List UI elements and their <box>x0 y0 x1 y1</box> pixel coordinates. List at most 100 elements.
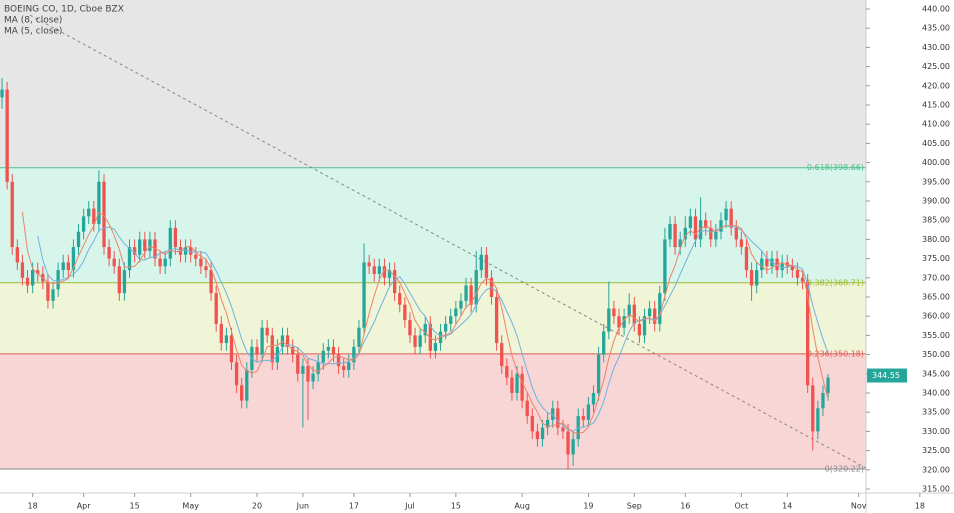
candle-body <box>561 427 565 432</box>
candle-body <box>423 323 427 336</box>
candle-body <box>515 373 519 394</box>
fib-level-label: 0.618(398.66) <box>807 163 864 172</box>
candle-body <box>449 316 453 324</box>
candle-body <box>459 300 463 309</box>
candle-body <box>143 239 147 251</box>
candle-body <box>66 262 70 271</box>
candle-body <box>342 366 346 370</box>
legend-entry: MA (5, close) <box>4 27 62 37</box>
candle-body <box>352 346 356 363</box>
y-tick-label: 365.00 <box>922 292 950 301</box>
candle-body <box>326 346 331 351</box>
candle-body <box>571 439 575 455</box>
candle-body <box>158 258 162 267</box>
candle-body <box>494 296 499 344</box>
candle-body <box>61 262 65 271</box>
candle-body <box>112 258 116 267</box>
candle-body <box>520 373 524 401</box>
y-tick-label: 340.00 <box>922 389 950 398</box>
y-tick-label: 315.00 <box>922 485 950 494</box>
candle-body <box>500 343 504 367</box>
candle-body <box>194 254 198 259</box>
y-tick-label: 335.00 <box>922 408 950 417</box>
y-tick-label: 385.00 <box>922 216 950 225</box>
candle-body <box>479 254 483 271</box>
candle-body <box>92 208 96 225</box>
candle-body <box>724 208 728 221</box>
candle-body <box>525 400 529 417</box>
candle-body <box>811 385 815 432</box>
candle-body <box>347 362 351 370</box>
candle-body <box>469 285 473 305</box>
candle-body <box>800 277 805 282</box>
candle-body <box>107 247 111 259</box>
candle-body <box>637 323 642 336</box>
candle-body <box>117 266 121 294</box>
candle-body <box>739 239 744 248</box>
y-tick-label: 410.00 <box>922 120 950 129</box>
candle-body <box>418 335 422 347</box>
chart-title: BOEING CO, 1D, Cboe BZX <box>4 5 124 15</box>
candle-body <box>377 266 382 274</box>
candle-body <box>168 227 172 259</box>
candle-body <box>76 231 81 248</box>
trend-line <box>29 14 866 469</box>
candle-body <box>275 346 280 363</box>
y-tick-label: 375.00 <box>922 254 950 263</box>
y-tick-label: 405.00 <box>922 139 950 148</box>
candle-body <box>586 404 591 420</box>
candle-body <box>372 266 376 274</box>
candle-body <box>413 335 417 347</box>
candle-body <box>311 373 315 382</box>
x-tick-label: 20 <box>252 502 262 511</box>
candle-body <box>719 220 723 232</box>
candle-body <box>260 327 264 355</box>
candle-body <box>285 335 290 347</box>
legend-entry: MA (8, close) <box>4 16 62 26</box>
candle-body <box>566 431 570 455</box>
candle-body <box>25 277 30 286</box>
x-tick-label: 15 <box>451 502 461 511</box>
y-tick-label: 380.00 <box>922 235 950 244</box>
candle-body <box>816 408 820 432</box>
candle-body <box>240 385 244 401</box>
y-tick-label: 390.00 <box>922 196 950 205</box>
y-tick-label: 425.00 <box>922 62 950 71</box>
x-tick-label: 15 <box>130 502 140 511</box>
candle-body <box>331 346 336 355</box>
candle-body <box>336 354 341 367</box>
candle-body <box>387 270 392 278</box>
x-tick-label: Jun <box>296 502 310 511</box>
y-tick-label: 415.00 <box>922 100 950 109</box>
x-tick-label: 18 <box>915 502 925 511</box>
fib-zone <box>0 353 866 469</box>
candle-body <box>673 224 677 248</box>
candle-body <box>189 247 193 255</box>
y-tick-label: 370.00 <box>922 273 950 282</box>
candle-body <box>403 304 407 321</box>
plot-area: 0.618(398.66) 0.382(368.71) 0.236(350.18) 0… <box>0 14 866 473</box>
candle-body <box>234 362 239 386</box>
moving-average-line <box>37 224 829 432</box>
candle-body <box>790 266 795 271</box>
candle-body <box>392 270 397 294</box>
candle-body <box>81 216 86 232</box>
candle-body <box>658 293 662 324</box>
candle-body <box>602 331 606 355</box>
candle-body <box>510 377 514 394</box>
candle-body <box>632 304 636 324</box>
candle-body <box>484 254 489 278</box>
x-tick-label: Jul <box>404 502 415 511</box>
candle-body <box>826 377 830 394</box>
y-tick-label: 435.00 <box>922 24 950 33</box>
candle-body <box>219 323 223 344</box>
candle-body <box>138 239 142 255</box>
candle-body <box>642 316 647 336</box>
x-tick-label: Oct <box>734 502 748 511</box>
x-tick-label: Apr <box>77 502 92 511</box>
candle-body <box>760 258 764 271</box>
candle-body <box>87 208 91 217</box>
candle-body <box>433 343 438 351</box>
candle-body <box>627 304 631 317</box>
